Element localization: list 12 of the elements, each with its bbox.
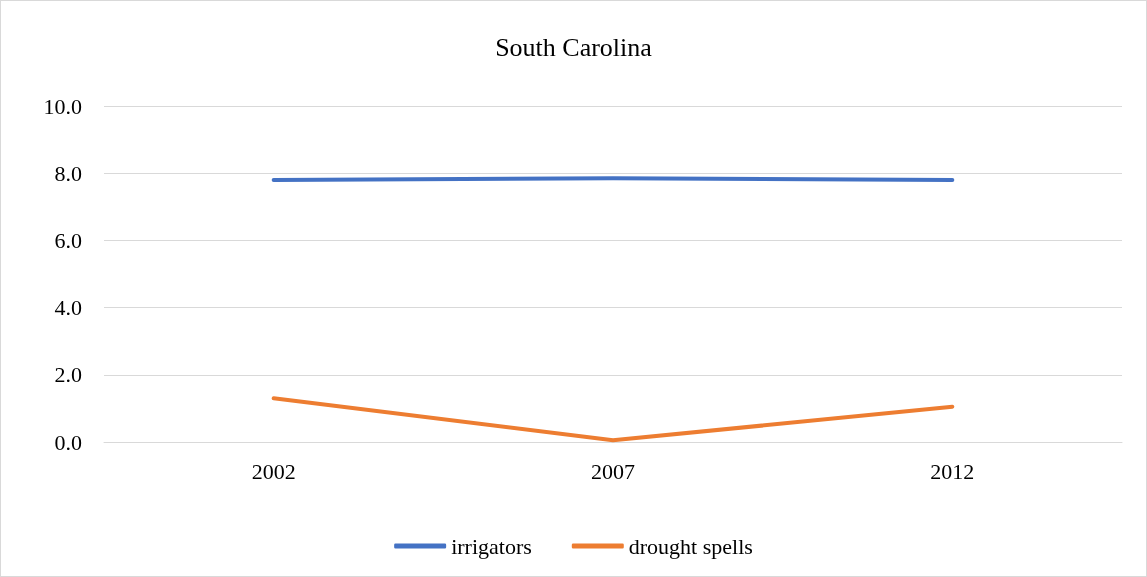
x-tick-label: 2002 xyxy=(251,458,296,484)
y-tick-label: 6.0 xyxy=(54,227,82,253)
legend-label: drought spells xyxy=(628,533,753,559)
y-tick-label: 8.0 xyxy=(54,160,82,186)
x-tick-label: 2012 xyxy=(930,458,975,484)
y-tick-label: 10.0 xyxy=(43,93,82,119)
y-tick-label: 0.0 xyxy=(54,429,82,455)
legend-label: irrigators xyxy=(451,533,532,559)
y-tick-label: 2.0 xyxy=(54,362,82,388)
x-tick-label: 2007 xyxy=(591,458,635,484)
chart-title: South Carolina xyxy=(495,32,653,62)
y-tick-label: 4.0 xyxy=(54,295,82,321)
